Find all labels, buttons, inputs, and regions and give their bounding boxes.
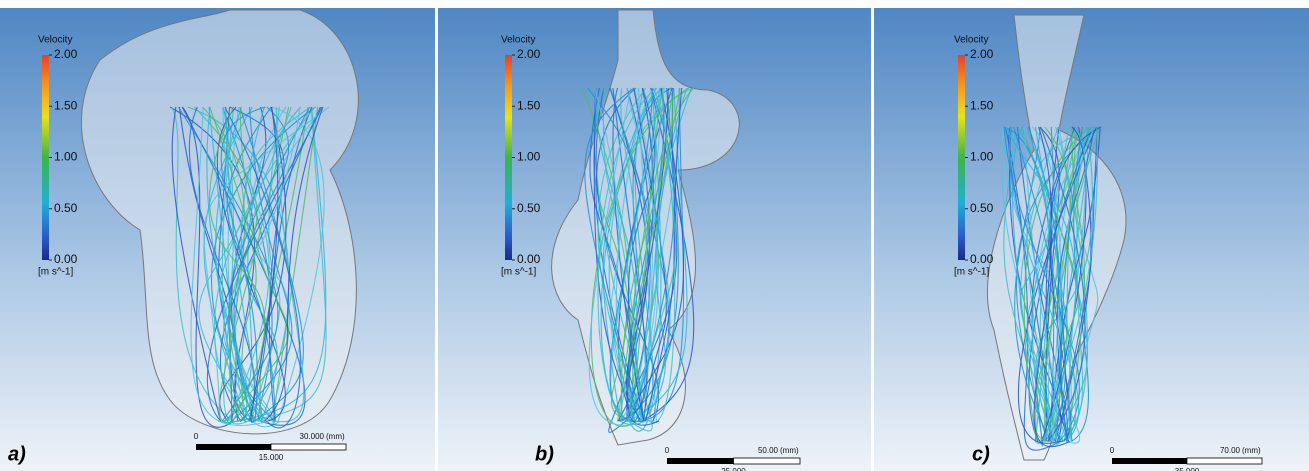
legend-tick-label: 1.00 — [517, 150, 541, 164]
legend-tick-label: 1.00 — [970, 150, 994, 164]
scale-end: 70.00 — [1220, 446, 1241, 455]
scale-mid: 25.000 — [721, 467, 746, 471]
scale-bar-light — [734, 458, 801, 464]
legend-tick-label: 0.50 — [970, 201, 994, 215]
legend-tick-label: 0.00 — [54, 252, 78, 266]
scale-unit: (mm) — [780, 446, 799, 455]
panel-label: c) — [972, 443, 990, 465]
legend-tick-label: 0.00 — [517, 252, 541, 266]
scale-bar-light — [271, 444, 346, 450]
legend-title: Velocity — [38, 35, 72, 46]
legend-tick-label: 0.50 — [517, 201, 541, 215]
scale-end: 50.00 — [758, 446, 779, 455]
legend-title: Velocity — [954, 35, 988, 46]
legend-tick-label: 0.50 — [54, 201, 78, 215]
legend-tick-label: 0.00 — [970, 252, 994, 266]
colorbar — [958, 55, 965, 260]
legend-tick-label: 1.50 — [970, 98, 994, 112]
legend-title: Velocity — [501, 35, 535, 46]
scale-bar-light — [1187, 458, 1262, 464]
legend-tick-label: 2.00 — [517, 47, 541, 61]
scale-bar-dark — [196, 444, 271, 450]
scale-mid: 15.000 — [259, 453, 284, 462]
legend-tick-label: 1.00 — [54, 150, 78, 164]
colorbar — [42, 55, 49, 260]
legend-tick-label: 2.00 — [54, 47, 78, 61]
panel-label: b) — [535, 443, 554, 465]
scale-unit: (mm) — [1242, 446, 1261, 455]
legend-tick-label: 1.50 — [517, 98, 541, 112]
scale-start: 0 — [1110, 446, 1115, 455]
colorbar — [505, 55, 512, 260]
panel: Velocity2.00 1.50 1.00 0.50 0.00[m s^-1] 0 50.… — [438, 8, 871, 471]
legend-unit: [m s^-1] — [954, 267, 989, 278]
scale-bar-dark — [1112, 458, 1187, 464]
legend-tick-label: 2.00 — [970, 47, 994, 61]
scale-bar-dark — [667, 458, 734, 464]
legend-tick-label: 1.50 — [54, 98, 78, 112]
legend-unit: [m s^-1] — [501, 267, 536, 278]
panel-label: a) — [8, 443, 26, 465]
scale-start: 0 — [194, 432, 199, 441]
figure: Velocity2.001.501.000.500.00[m s^-1]030.… — [0, 0, 1309, 471]
scale-end: 30.000 — [300, 432, 325, 441]
scale-start: 0 — [665, 446, 670, 455]
scale-unit: (mm) — [326, 432, 345, 441]
legend-unit: [m s^-1] — [38, 267, 73, 278]
scale-mid: 35.000 — [1175, 467, 1200, 471]
